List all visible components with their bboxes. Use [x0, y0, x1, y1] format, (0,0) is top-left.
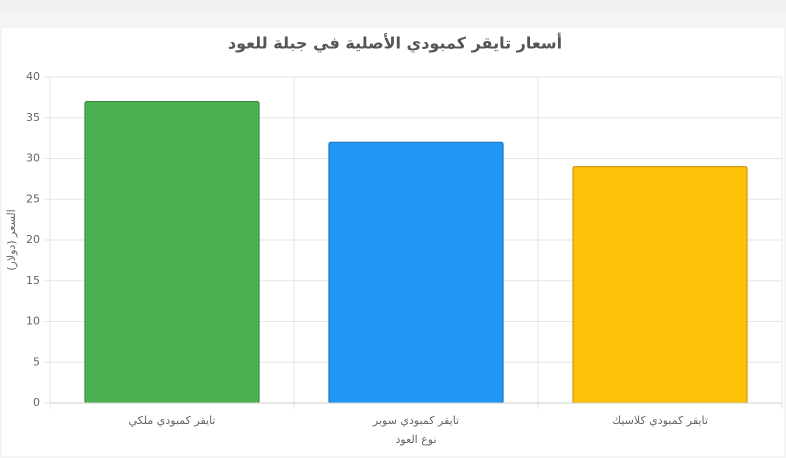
y-tick-label: 10 [26, 315, 40, 328]
y-tick-label: 35 [26, 111, 40, 124]
top-strip [0, 0, 786, 12]
y-tick-label: 25 [26, 192, 40, 205]
y-tick-label: 15 [26, 274, 40, 287]
y-tick-label: 20 [26, 233, 40, 246]
y-tick-label: 5 [33, 355, 40, 368]
bar [328, 141, 504, 404]
x-tick-label: تايقر كمبودي ملكي [129, 414, 216, 427]
x-tick-label: تايقر كمبودي سوبر [372, 414, 459, 427]
y-tick-label: 40 [26, 70, 40, 83]
y-tick-label: 0 [33, 396, 40, 409]
y-tick-label: 30 [26, 152, 40, 165]
y-axis-label: السعر (دولار) [5, 209, 18, 270]
chart-title: أسعار تايقر كمبودي الأصلية في جبلة للعود [228, 33, 562, 54]
x-tick-label: تايقر كمبودي كلاسيك [612, 414, 708, 427]
bar [84, 100, 260, 404]
x-axis-label: نوع العود [395, 433, 436, 446]
bar [572, 166, 748, 404]
